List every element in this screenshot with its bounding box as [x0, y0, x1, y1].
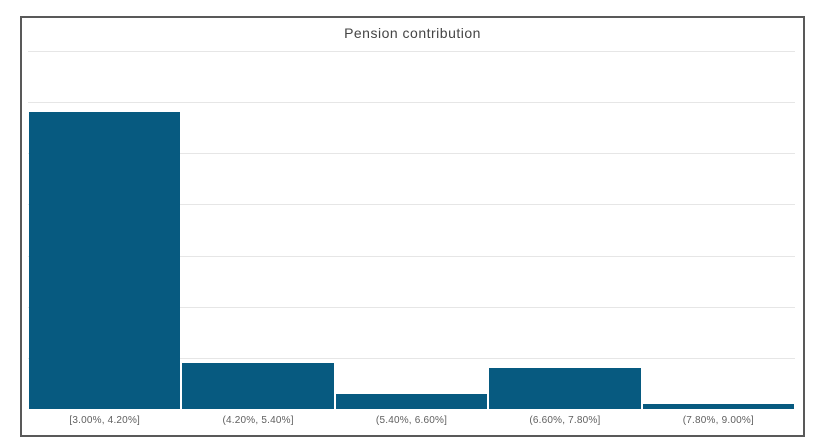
- x-axis-label: [3.00%, 4.20%]: [69, 415, 141, 426]
- histogram-bar-slot: [335, 51, 488, 409]
- histogram-bar-slot: [28, 51, 181, 409]
- gridline: [28, 255, 795, 257]
- gridline: [28, 204, 795, 206]
- gridlines: [28, 51, 795, 409]
- gridline: [28, 357, 795, 359]
- histogram-bar-slot: [642, 51, 795, 409]
- chart-title: Pension contribution: [344, 25, 481, 41]
- histogram-bar[interactable]: [489, 368, 641, 409]
- gridline: [28, 51, 795, 52]
- gridline: [28, 102, 795, 104]
- histogram-bar[interactable]: [29, 112, 181, 409]
- histogram-bar-slot: [181, 51, 334, 409]
- x-axis-labels: [3.00%, 4.20%] (4.20%, 5.40%] (5.40%, 6.60…: [28, 415, 795, 427]
- x-axis-label: (7.80%, 9.00%]: [682, 415, 754, 426]
- histogram-bar[interactable]: [335, 393, 488, 409]
- bars-container: [28, 51, 795, 409]
- histogram-bar[interactable]: [182, 362, 334, 409]
- x-axis-label: (6.60%, 7.80%]: [529, 415, 601, 426]
- gridline: [28, 306, 795, 308]
- chart-frame: Pension contribution [3.00%, 4.20%] (4.20…: [20, 16, 805, 437]
- gridline: [28, 153, 795, 155]
- plot-area: [28, 51, 795, 409]
- histogram-bar[interactable]: [642, 403, 795, 409]
- histogram-bar-slot: [488, 51, 641, 409]
- x-axis-label: (4.20%, 5.40%]: [222, 415, 294, 426]
- x-axis-label: (5.40%, 6.60%]: [375, 415, 448, 426]
